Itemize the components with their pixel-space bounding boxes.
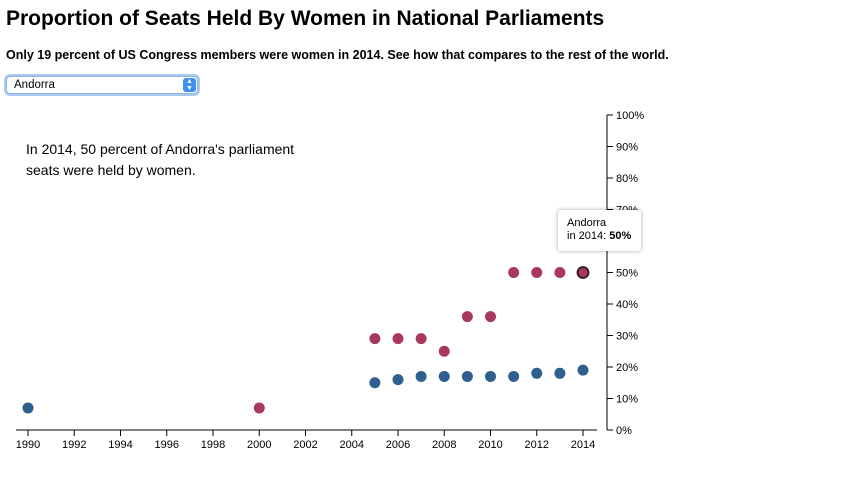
x-tick-label: 2004 bbox=[340, 439, 364, 451]
chart-annotation: In 2014, 50 percent of Andorra's parliam… bbox=[26, 141, 295, 178]
data-point-series-2[interactable] bbox=[531, 267, 543, 278]
x-tick-label: 1996 bbox=[155, 439, 179, 451]
data-point-series-2[interactable] bbox=[461, 311, 473, 323]
data-point-series-2[interactable] bbox=[508, 267, 520, 278]
x-tick-label: 2010 bbox=[478, 439, 502, 451]
data-point-series-2[interactable] bbox=[415, 333, 427, 345]
y-tick-label: 20% bbox=[616, 362, 638, 374]
select-arrows-icon: ▲ ▼ bbox=[183, 78, 196, 92]
x-tick-label: 2006 bbox=[386, 439, 410, 451]
country-select-value: Andorra bbox=[14, 79, 55, 91]
data-point-series-1[interactable] bbox=[415, 370, 427, 382]
page-title: Proportion of Seats Held By Women in Nat… bbox=[6, 7, 605, 30]
data-point-series-1[interactable] bbox=[369, 377, 381, 389]
y-tick-label: 0% bbox=[616, 425, 632, 437]
data-point-series-2[interactable] bbox=[554, 267, 566, 278]
tooltip-detail: in 2014: 50% bbox=[567, 230, 641, 243]
x-tick-label: 2008 bbox=[432, 439, 456, 451]
data-point-series-1[interactable] bbox=[22, 402, 34, 414]
data-point-series-1[interactable] bbox=[554, 367, 566, 379]
data-point-series-2[interactable] bbox=[438, 345, 450, 357]
data-point-series-2[interactable] bbox=[392, 333, 404, 345]
x-tick-label: 2000 bbox=[247, 439, 271, 451]
y-tick-label: 30% bbox=[616, 331, 638, 343]
y-tick-label: 80% bbox=[616, 173, 638, 185]
page-subtitle: Only 19 percent of US Congress members w… bbox=[6, 48, 669, 62]
y-axis: 0%10%20%30%40%50%60%70%80%90%100% bbox=[606, 110, 644, 437]
x-tick-label: 2012 bbox=[525, 439, 549, 451]
x-axis: 1990 1992 1994 1996 1998 2000 2002 2004 2006 2008… bbox=[16, 429, 597, 451]
x-tick-label: 1992 bbox=[62, 439, 86, 451]
data-point-series-1[interactable] bbox=[485, 370, 496, 382]
data-point-series-1[interactable] bbox=[461, 370, 473, 382]
y-tick-label: 90% bbox=[616, 142, 638, 154]
data-point-series-1[interactable] bbox=[508, 370, 520, 382]
tooltip-value: 50% bbox=[609, 230, 632, 242]
country-select[interactable]: Andorra ▲ ▼ bbox=[6, 76, 198, 94]
data-point-series-2[interactable] bbox=[369, 333, 381, 345]
x-tick-label: 2014 bbox=[571, 439, 595, 451]
tooltip-year-label: in 2014: bbox=[567, 230, 610, 242]
x-tick-label: 2002 bbox=[293, 439, 317, 451]
y-tick-label: 100% bbox=[616, 110, 644, 122]
x-tick-label: 1994 bbox=[108, 439, 132, 451]
y-tick-label: 40% bbox=[616, 299, 638, 311]
data-points bbox=[22, 266, 590, 414]
data-tooltip: Andorra in 2014: 50% bbox=[558, 210, 641, 251]
x-tick-label: 1998 bbox=[201, 439, 225, 451]
data-point-series-2[interactable] bbox=[577, 267, 589, 278]
y-tick-label: 10% bbox=[616, 394, 638, 406]
y-tick-label: 50% bbox=[616, 268, 638, 280]
x-tick-label: 1990 bbox=[16, 439, 40, 451]
tooltip-country: Andorra bbox=[567, 217, 607, 229]
data-point-series-1[interactable] bbox=[392, 374, 404, 386]
data-point-series-1[interactable] bbox=[577, 364, 589, 376]
data-point-series-1[interactable] bbox=[531, 367, 543, 379]
data-point-series-2[interactable] bbox=[485, 311, 496, 323]
data-point-series-2[interactable] bbox=[253, 402, 265, 414]
highlighted-point[interactable] bbox=[576, 266, 590, 279]
data-point-series-1[interactable] bbox=[438, 370, 450, 382]
